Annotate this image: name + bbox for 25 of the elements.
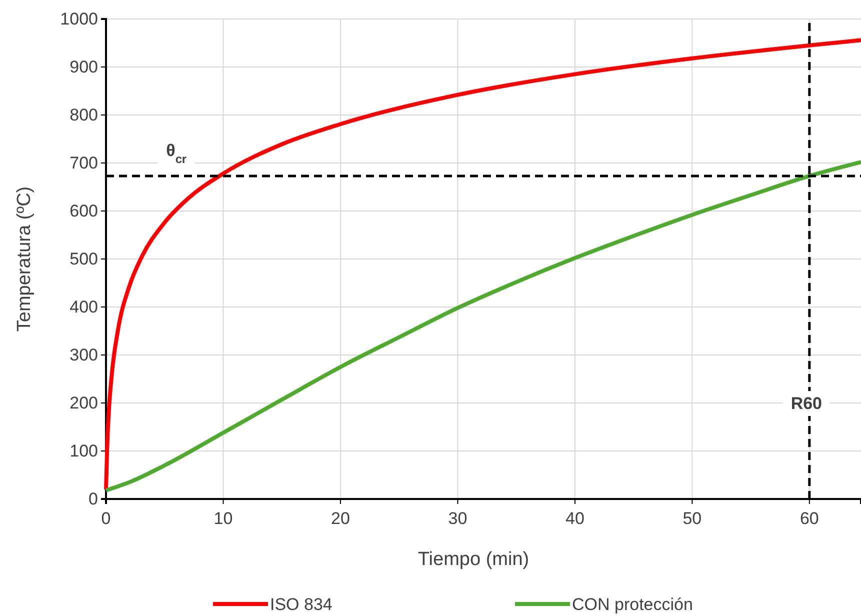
ref-line-label: θ$_{cr}$	[166, 140, 187, 166]
y-tick-label: 500	[70, 249, 98, 268]
y-tick-label: 200	[70, 393, 98, 412]
y-tick-label: 700	[70, 153, 98, 172]
y-tick-label: 1000	[60, 9, 98, 28]
x-tick-label: 60	[800, 509, 819, 528]
y-tick-label: 800	[70, 105, 98, 124]
x-tick-label: 40	[565, 509, 584, 528]
y-axis-title: Temperatura (ºC)	[14, 186, 35, 332]
y-tick-label: 400	[70, 297, 98, 316]
y-tick-label: 600	[70, 201, 98, 220]
x-tick-label: 50	[682, 509, 702, 528]
y-tick-label: 900	[70, 57, 98, 76]
y-tick-label: 0	[88, 489, 98, 508]
x-tick-label: 0	[101, 509, 111, 528]
x-tick-label: 30	[448, 509, 468, 528]
ref-line-label: R60	[790, 394, 822, 413]
x-tick-label: 20	[331, 509, 350, 528]
x-axis-title: Tiempo (min)	[418, 549, 530, 570]
line-series	[104, 38, 861, 492]
legend-label: ISO 834	[270, 595, 332, 614]
y-tick-label: 300	[70, 345, 98, 364]
x-tick-label: 10	[214, 509, 233, 528]
legend-label: CON protección	[572, 595, 693, 614]
y-tick-label: 100	[70, 441, 98, 460]
